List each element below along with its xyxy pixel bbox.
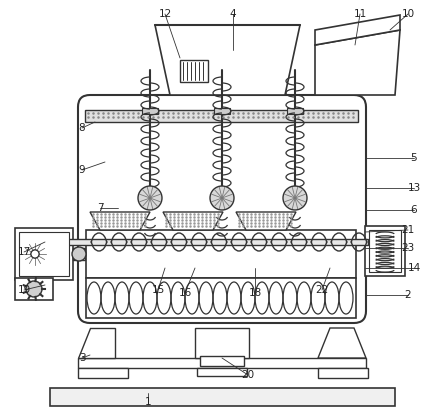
Bar bbox=[214, 108, 230, 114]
Text: 1: 1 bbox=[145, 397, 152, 407]
Text: 5: 5 bbox=[411, 153, 417, 163]
Bar bbox=[142, 108, 158, 114]
Text: 2: 2 bbox=[405, 290, 411, 300]
Text: 9: 9 bbox=[79, 165, 85, 175]
Circle shape bbox=[31, 250, 39, 258]
Bar bbox=[50, 388, 395, 406]
Bar bbox=[15, 228, 73, 280]
Circle shape bbox=[138, 186, 162, 210]
Bar bbox=[15, 278, 53, 300]
Text: 13: 13 bbox=[408, 183, 420, 193]
Polygon shape bbox=[163, 212, 223, 230]
Text: 17: 17 bbox=[17, 247, 31, 257]
Bar bbox=[45, 239, 368, 245]
Text: 23: 23 bbox=[401, 243, 415, 253]
Text: 6: 6 bbox=[411, 205, 417, 215]
Text: 15: 15 bbox=[152, 285, 165, 295]
Bar bbox=[195, 328, 249, 358]
Circle shape bbox=[31, 250, 39, 258]
Text: 20: 20 bbox=[241, 370, 255, 380]
Circle shape bbox=[26, 281, 42, 297]
Text: 18: 18 bbox=[249, 288, 262, 298]
Circle shape bbox=[210, 186, 234, 210]
Polygon shape bbox=[318, 328, 366, 358]
Text: 21: 21 bbox=[401, 225, 415, 235]
Circle shape bbox=[72, 247, 86, 261]
Text: 22: 22 bbox=[315, 285, 329, 295]
Text: 8: 8 bbox=[79, 123, 85, 133]
Text: 14: 14 bbox=[408, 263, 420, 273]
Circle shape bbox=[283, 186, 307, 210]
Bar bbox=[318, 368, 368, 378]
Bar bbox=[85, 110, 358, 122]
Polygon shape bbox=[315, 15, 400, 45]
Text: 10: 10 bbox=[401, 9, 415, 19]
Bar bbox=[78, 368, 128, 378]
Text: 16: 16 bbox=[179, 288, 192, 298]
Bar bbox=[86, 278, 356, 318]
Bar bbox=[86, 230, 356, 278]
Bar bbox=[369, 230, 401, 272]
Polygon shape bbox=[90, 212, 150, 230]
Bar bbox=[180, 60, 208, 82]
Text: 19: 19 bbox=[17, 285, 31, 295]
Text: 3: 3 bbox=[79, 353, 85, 363]
Polygon shape bbox=[315, 30, 400, 95]
Bar bbox=[197, 368, 247, 376]
Text: 12: 12 bbox=[159, 9, 171, 19]
Text: 4: 4 bbox=[229, 9, 236, 19]
Bar bbox=[19, 232, 69, 276]
Text: 11: 11 bbox=[354, 9, 367, 19]
Text: 7: 7 bbox=[97, 203, 103, 213]
Bar bbox=[287, 108, 303, 114]
Polygon shape bbox=[236, 212, 296, 230]
Bar bbox=[73, 248, 85, 260]
Polygon shape bbox=[78, 328, 115, 358]
Bar bbox=[200, 356, 244, 366]
Bar bbox=[78, 358, 366, 368]
FancyBboxPatch shape bbox=[78, 95, 366, 323]
Polygon shape bbox=[155, 25, 300, 95]
Bar bbox=[365, 226, 405, 276]
